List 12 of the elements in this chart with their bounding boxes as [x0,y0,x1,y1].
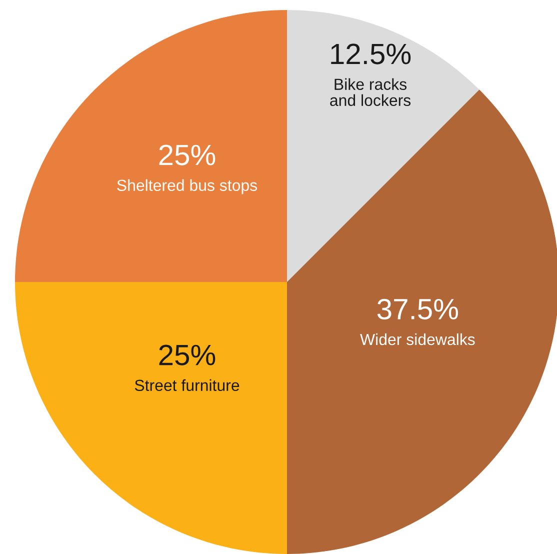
slice-label: Street furniture [134,379,240,392]
slice-label: Bike racks and lockers [330,78,411,106]
data-label: 12.5% [331,44,411,64]
pie-slice [287,10,480,282]
pie-slice [15,282,287,554]
slice-label: Wider sidewalks [360,333,475,346]
pie-slice [287,90,557,554]
data-label: 25% [159,344,216,366]
data-label: 25% [159,144,216,166]
slice-label: Sheltered bus stops [117,179,258,194]
data-label: 37.5% [377,298,458,320]
pie-slice [15,10,287,282]
